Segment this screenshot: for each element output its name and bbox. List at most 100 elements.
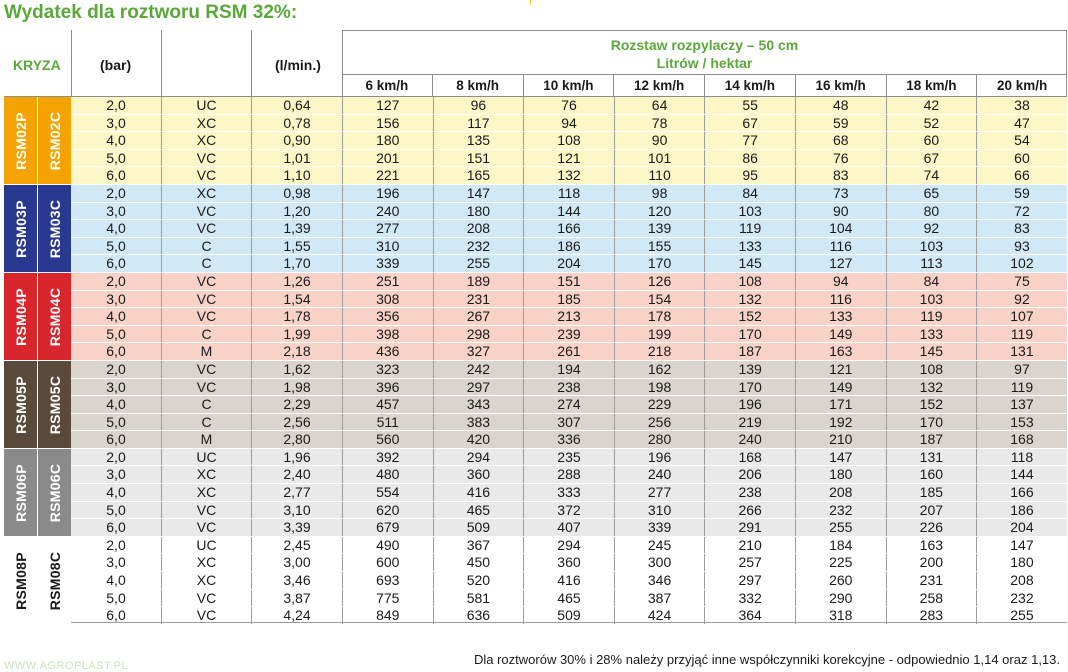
rate-cell: 310 bbox=[342, 237, 433, 256]
type-cell: XC bbox=[161, 114, 251, 133]
type-cell: M bbox=[161, 431, 251, 449]
rate-cell: 47 bbox=[976, 114, 1067, 133]
rate-cell: 189 bbox=[432, 272, 524, 291]
rate-cell: 165 bbox=[432, 167, 524, 185]
type-cell: XC bbox=[161, 484, 251, 502]
flow-cell: 0,64 bbox=[251, 97, 342, 115]
table-row: 3,0 XC 0,78 156 117 94 78 67 59 52 47 bbox=[71, 114, 1067, 133]
watermark-text: WWW.AGROPLAST.PL bbox=[4, 660, 129, 672]
bar-cell: 6,0 bbox=[106, 431, 126, 448]
rate-cell: 294 bbox=[432, 448, 524, 467]
flow-cell: 1,55 bbox=[251, 237, 342, 256]
type-cell: C bbox=[161, 255, 251, 273]
rate-cell: 383 bbox=[432, 413, 524, 432]
flow-cell: 1,62 bbox=[251, 360, 342, 379]
header-top-line bbox=[342, 30, 1067, 31]
rate-cell: 186 bbox=[523, 237, 614, 256]
rate-cell: 208 bbox=[432, 220, 524, 238]
bar-cell: 6,0 bbox=[106, 343, 126, 360]
rate-cell: 192 bbox=[794, 413, 886, 432]
rate-cell: 581 bbox=[432, 589, 524, 608]
rate-cell: 84 bbox=[704, 184, 795, 203]
rate-cell: 323 bbox=[342, 360, 433, 379]
type-cell: XC bbox=[161, 572, 251, 590]
nozzle-label-text: RSM03P bbox=[12, 199, 29, 258]
rate-cell: 256 bbox=[613, 413, 705, 432]
rate-cell: 132 bbox=[523, 167, 614, 185]
rate-cell: 90 bbox=[613, 132, 705, 150]
rate-cell: 76 bbox=[523, 97, 614, 115]
footnote: Dla roztworów 30% i 28% należy przyjąć i… bbox=[473, 652, 1060, 667]
rate-cell: 101 bbox=[613, 149, 705, 168]
rate-cell: 364 bbox=[704, 607, 795, 625]
rate-cell: 300 bbox=[613, 554, 705, 573]
flow-cell: 2,80 bbox=[251, 431, 342, 449]
rate-cell: 132 bbox=[885, 378, 977, 397]
rate-cell: 52 bbox=[885, 114, 977, 133]
table-row: 6,0 M 2,80 560 420 336 280 240 210 187 168 bbox=[71, 431, 1067, 449]
flow-cell: 0,90 bbox=[251, 132, 342, 150]
type-cell: UC bbox=[161, 97, 251, 115]
rate-cell: 274 bbox=[523, 396, 614, 414]
rate-cell: 232 bbox=[976, 589, 1067, 608]
rate-cell: 155 bbox=[613, 237, 705, 256]
type-cell: VC bbox=[161, 308, 251, 326]
nozzle-label-text: RSM05P bbox=[12, 375, 29, 434]
bar-cell: 4,0 bbox=[106, 132, 126, 149]
nozzle-label-text: RSM08P bbox=[12, 551, 29, 610]
rozstaw-line1: Rozstaw rozpylaczy – 50 cm bbox=[610, 37, 799, 53]
bar-cell: 6,0 bbox=[106, 255, 126, 272]
rate-cell: 255 bbox=[794, 519, 886, 537]
rate-cell: 327 bbox=[432, 343, 524, 361]
rate-cell: 180 bbox=[976, 554, 1067, 573]
rate-cell: 520 bbox=[432, 572, 524, 590]
type-cell: C bbox=[161, 396, 251, 414]
table-row: 4,0 XC 0,90 180 135 108 90 77 68 60 54 bbox=[71, 132, 1067, 150]
rate-cell: 116 bbox=[794, 237, 886, 256]
rate-cell: 121 bbox=[523, 149, 614, 168]
flow-cell: 3,87 bbox=[251, 589, 342, 608]
table-row: 4,0 XC 3,46 693 520 416 346 297 260 231 208 bbox=[71, 572, 1067, 590]
rate-cell: 131 bbox=[976, 343, 1067, 361]
nozzle-label-text: RSM08C bbox=[46, 551, 63, 610]
type-cell: XC bbox=[161, 132, 251, 150]
bar-header: (bar) bbox=[100, 57, 132, 73]
rate-cell: 48 bbox=[794, 97, 886, 115]
rate-cell: 147 bbox=[976, 536, 1067, 555]
rate-cell: 208 bbox=[794, 484, 886, 502]
nozzle-label-p: RSM06P bbox=[4, 449, 37, 536]
header-divider-kryza bbox=[71, 30, 72, 97]
rate-cell: 83 bbox=[976, 220, 1067, 238]
rate-cell: 775 bbox=[342, 589, 433, 608]
bar-cell: 6,0 bbox=[106, 167, 126, 184]
nozzle-label-p: RSM02P bbox=[4, 97, 37, 184]
rate-cell: 149 bbox=[794, 378, 886, 397]
rate-cell: 232 bbox=[432, 237, 524, 256]
table-row: 3,0 XC 3,00 600 450 360 300 257 225 200 180 bbox=[71, 554, 1067, 573]
rate-cell: 90 bbox=[794, 202, 886, 221]
rate-cell: 151 bbox=[432, 149, 524, 168]
rate-cell: 210 bbox=[704, 536, 795, 555]
type-cell: VC bbox=[161, 501, 251, 520]
rate-cell: 213 bbox=[523, 308, 614, 326]
rate-cell: 147 bbox=[794, 448, 886, 467]
bar-cell: 5,0 bbox=[106, 237, 126, 254]
rate-cell: 196 bbox=[613, 448, 705, 467]
rate-cell: 94 bbox=[794, 272, 886, 291]
rate-cell: 152 bbox=[885, 396, 977, 414]
speed-header-cell: 18 km/h bbox=[885, 75, 977, 97]
flow-cell: 2,40 bbox=[251, 466, 342, 485]
rate-cell: 260 bbox=[794, 572, 886, 590]
header-speed-top-line bbox=[342, 74, 1067, 75]
rate-cell: 231 bbox=[432, 290, 524, 309]
rate-cell: 258 bbox=[885, 589, 977, 608]
rate-cell: 151 bbox=[523, 272, 614, 291]
rate-cell: 280 bbox=[613, 431, 705, 449]
rate-cell: 277 bbox=[613, 484, 705, 502]
rate-cell: 73 bbox=[794, 184, 886, 203]
flow-cell: 2,56 bbox=[251, 413, 342, 432]
rate-cell: 120 bbox=[613, 202, 705, 221]
flow-cell: 1,10 bbox=[251, 167, 342, 185]
table-row: 6,0 VC 4,24 849 636 509 424 364 318 283 255 bbox=[71, 607, 1067, 625]
speed-header-cell: 14 km/h bbox=[704, 75, 795, 97]
